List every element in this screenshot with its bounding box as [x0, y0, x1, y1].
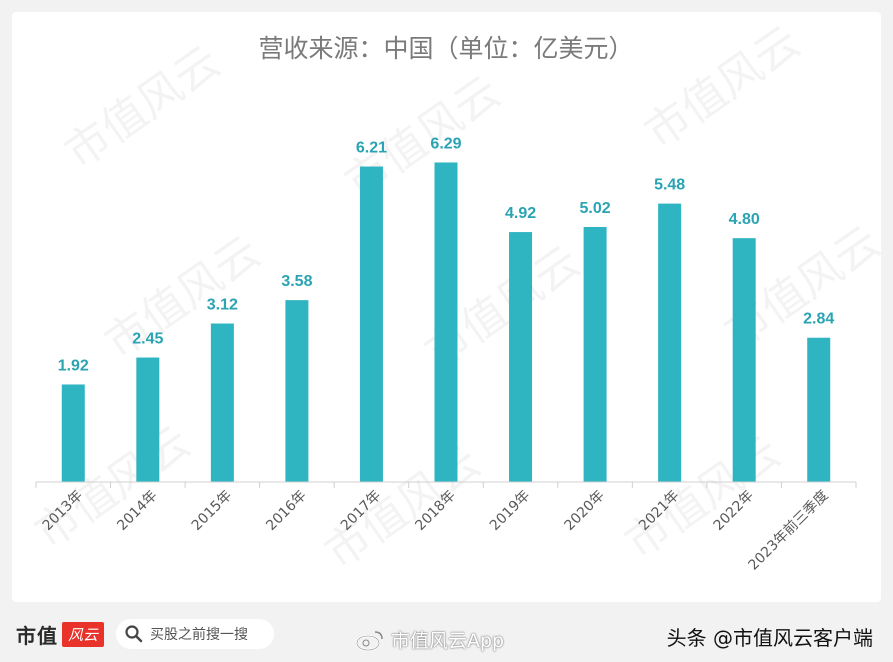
bar: [583, 226, 607, 482]
x-tick-label: 2018年: [412, 488, 458, 534]
x-tick-label: 2019年: [487, 488, 533, 534]
weibo-handle[interactable]: 市值风云App: [355, 626, 504, 653]
footer-bar: 市值 风云 买股之前搜一搜 市值风云App 头条 @市值风云客户端: [0, 602, 893, 662]
bar: [434, 162, 458, 482]
bar: [509, 232, 533, 482]
brand-badge: 风云: [62, 621, 105, 647]
x-tick-label: 2023年前三季度: [745, 487, 832, 574]
search-box[interactable]: 买股之前搜一搜: [116, 619, 274, 649]
search-icon: [125, 625, 143, 643]
x-tick-label: 2020年: [562, 488, 608, 534]
bar: [210, 323, 234, 482]
weibo-icon: [356, 630, 383, 651]
data-label: 3.58: [281, 273, 312, 290]
data-label: 2.45: [132, 331, 163, 348]
data-label: 6.29: [430, 135, 461, 152]
bar: [732, 238, 756, 482]
chart-title: 营收来源：中国（单位：亿美元）: [258, 34, 633, 63]
search-placeholder: 买股之前搜一搜: [150, 627, 248, 643]
data-label: 4.80: [729, 211, 760, 228]
brand-logo[interactable]: 市值 风云: [16, 620, 105, 648]
x-tick-label: 2015年: [189, 488, 235, 534]
bar: [359, 166, 383, 483]
bar: [136, 357, 160, 482]
x-tick-label: 2013年: [40, 488, 86, 534]
data-label: 4.92: [505, 205, 536, 222]
data-label: 1.92: [58, 357, 89, 374]
x-tick-label: 2016年: [263, 488, 309, 534]
x-tick-label: 2022年: [711, 488, 757, 534]
weibo-text: 市值风云App: [391, 630, 505, 652]
data-label: 2.84: [803, 311, 834, 328]
x-tick-label: 2014年: [114, 488, 160, 534]
data-label: 5.02: [580, 200, 611, 217]
bar-chart: 营收来源：中国（单位：亿美元） 2013年 2014年 2015年 2016年 2017…: [35, 34, 857, 574]
data-label: 3.12: [207, 297, 238, 314]
brand-text: 市值: [16, 623, 58, 648]
x-tick-label: 2021年: [636, 488, 682, 534]
data-label: 5.48: [654, 177, 685, 194]
toutiao-handle[interactable]: 头条 @市值风云客户端: [666, 626, 873, 650]
data-label: 6.21: [356, 140, 387, 157]
bar: [61, 384, 85, 482]
bar: [658, 203, 682, 482]
bar: [807, 337, 831, 482]
x-tick-label: 2017年: [338, 488, 384, 534]
bar: [285, 300, 309, 482]
